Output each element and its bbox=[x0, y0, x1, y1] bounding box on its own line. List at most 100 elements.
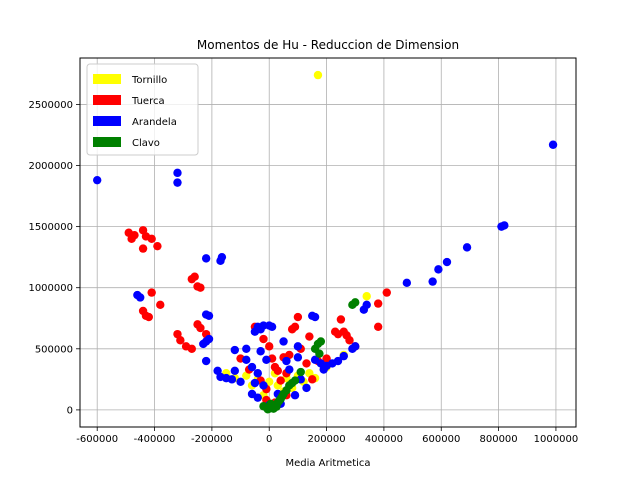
legend-label: Clavo bbox=[132, 138, 160, 149]
x-axis-label: Media Aritmetica bbox=[285, 458, 370, 469]
data-point bbox=[173, 178, 182, 187]
data-point bbox=[302, 359, 311, 368]
data-point bbox=[351, 342, 360, 351]
legend-swatch bbox=[93, 116, 121, 126]
data-point bbox=[302, 383, 311, 393]
data-point bbox=[336, 315, 346, 324]
data-point bbox=[196, 323, 205, 333]
data-point bbox=[227, 375, 237, 384]
data-point bbox=[196, 283, 205, 292]
data-point bbox=[147, 234, 156, 244]
y-tick-label: 0 bbox=[67, 405, 73, 416]
data-point bbox=[242, 355, 251, 364]
data-point bbox=[156, 300, 165, 310]
data-point bbox=[204, 311, 214, 321]
series-arandela bbox=[93, 140, 558, 412]
data-point bbox=[293, 312, 303, 322]
data-point bbox=[434, 265, 443, 274]
data-point bbox=[276, 376, 285, 385]
x-tick-label: 800000 bbox=[479, 434, 517, 445]
data-point bbox=[290, 322, 300, 332]
data-point bbox=[201, 254, 211, 263]
y-tick-label: 2500000 bbox=[28, 100, 73, 111]
data-point bbox=[262, 355, 271, 364]
data-point bbox=[138, 244, 148, 253]
plot-frame bbox=[79, 57, 577, 428]
data-point bbox=[187, 344, 197, 354]
data-point bbox=[402, 278, 412, 288]
axis-ticks: -600000 -400000 -200000 0 200000 400000 600000… bbox=[28, 100, 578, 445]
data-point bbox=[173, 168, 182, 178]
data-point bbox=[293, 342, 303, 351]
data-point bbox=[362, 300, 371, 310]
data-point bbox=[153, 241, 162, 251]
data-point bbox=[147, 288, 156, 297]
x-tick-label: -400000 bbox=[134, 434, 176, 445]
x-tick-label: 600000 bbox=[422, 434, 460, 445]
data-point bbox=[273, 366, 283, 375]
data-point bbox=[310, 312, 320, 322]
data-point bbox=[190, 272, 199, 281]
data-point bbox=[130, 230, 139, 240]
data-point bbox=[263, 405, 272, 414]
legend-box bbox=[86, 63, 199, 156]
x-tick-label: 400000 bbox=[365, 434, 403, 445]
legend-label: Tuerca bbox=[131, 96, 165, 107]
legend-label: Tornillo bbox=[131, 75, 167, 86]
data-point bbox=[428, 277, 437, 286]
data-point bbox=[259, 334, 268, 344]
legend-swatch bbox=[93, 74, 121, 84]
data-point bbox=[236, 377, 245, 386]
data-point bbox=[250, 378, 260, 388]
y-tick-label: 1000000 bbox=[28, 283, 73, 294]
data-point bbox=[293, 353, 303, 362]
data-point bbox=[548, 140, 558, 149]
data-point bbox=[285, 365, 294, 374]
x-tick-label: 200000 bbox=[307, 434, 345, 445]
data-point bbox=[242, 344, 251, 354]
data-point bbox=[351, 298, 360, 307]
data-point bbox=[176, 336, 185, 345]
data-point bbox=[442, 257, 452, 267]
data-point bbox=[339, 351, 348, 361]
data-point bbox=[322, 354, 331, 363]
data-point bbox=[230, 345, 240, 355]
legend-swatch bbox=[93, 95, 121, 105]
data-point bbox=[462, 243, 472, 252]
data-point bbox=[253, 393, 262, 402]
y-tick-label: 2000000 bbox=[28, 161, 73, 172]
data-point bbox=[279, 337, 288, 346]
x-tick-label: -600000 bbox=[76, 434, 118, 445]
data-point bbox=[247, 362, 257, 372]
data-point bbox=[93, 175, 102, 185]
data-point bbox=[259, 381, 268, 390]
data-point bbox=[382, 288, 391, 297]
data-point bbox=[305, 332, 314, 341]
data-point bbox=[256, 347, 265, 356]
data-point bbox=[253, 369, 262, 378]
series-clavo bbox=[259, 298, 360, 414]
legend-label: Arandela bbox=[132, 117, 177, 128]
data-point bbox=[362, 292, 371, 301]
legend-swatch bbox=[93, 137, 121, 147]
data-point bbox=[315, 349, 324, 358]
data-points bbox=[93, 70, 558, 414]
gridlines bbox=[80, 58, 576, 427]
data-point bbox=[265, 342, 274, 351]
x-tick-label: 0 bbox=[266, 434, 272, 445]
data-point bbox=[199, 339, 208, 349]
data-point bbox=[201, 356, 211, 366]
legend: Tornillo Tuerca Arandela Clavo bbox=[86, 63, 199, 156]
data-point bbox=[500, 221, 509, 230]
data-point bbox=[287, 378, 297, 388]
data-point bbox=[275, 396, 284, 405]
data-point bbox=[144, 312, 154, 322]
y-tick-label: 500000 bbox=[35, 344, 73, 355]
data-point bbox=[217, 252, 227, 262]
data-point bbox=[345, 336, 354, 345]
x-tick-label: 1000000 bbox=[534, 434, 579, 445]
y-tick-label: 1500000 bbox=[28, 222, 73, 233]
chart-title: Momentos de Hu - Reduccion de Dimension bbox=[197, 38, 459, 52]
data-point bbox=[230, 366, 240, 375]
data-point bbox=[333, 356, 343, 366]
